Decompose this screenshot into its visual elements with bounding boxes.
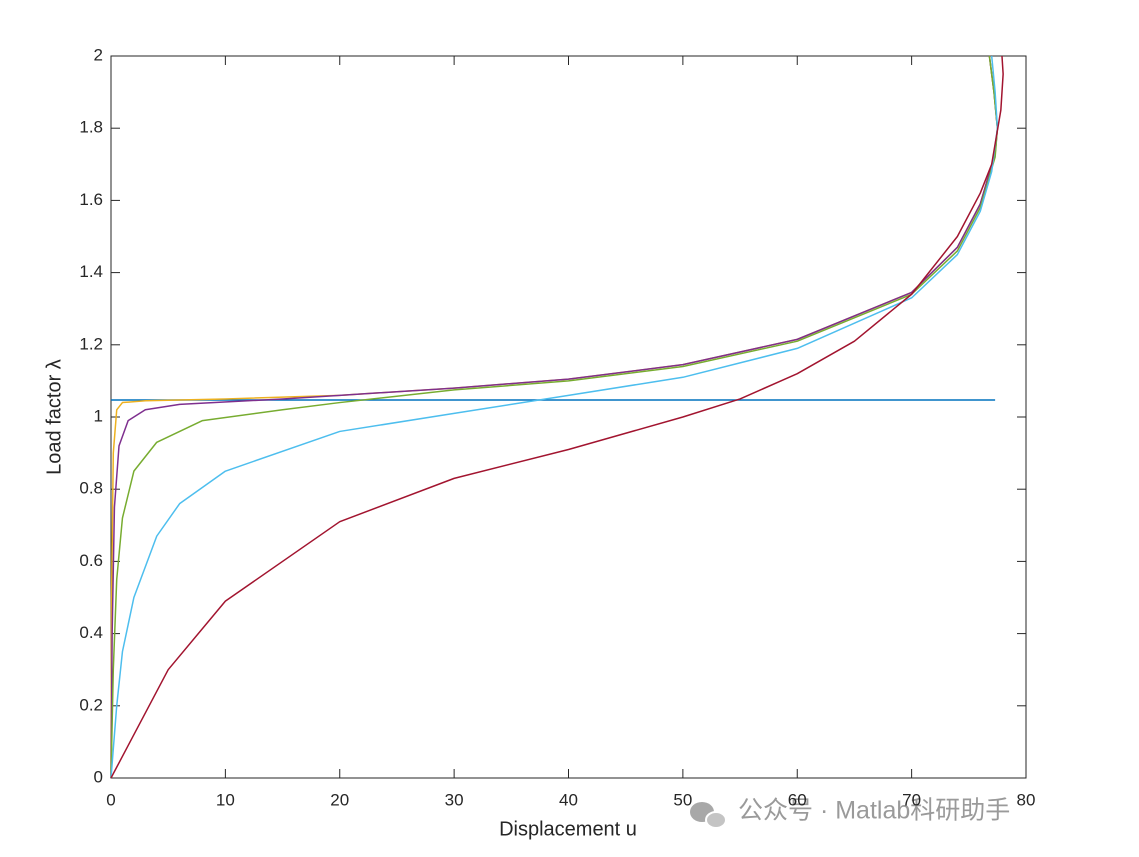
x-tick-label: 40	[559, 790, 578, 809]
x-axis-label: Displacement u	[499, 818, 637, 840]
watermark: 公众号 · Matlab科研助手	[738, 797, 1010, 825]
y-tick-label: 1.2	[79, 334, 103, 353]
x-tick-label: 20	[330, 790, 349, 809]
x-tick-label: 70	[902, 790, 921, 809]
y-tick-label: 0.2	[79, 695, 103, 714]
data-line	[110, 55, 999, 779]
watermark-icon	[690, 802, 727, 829]
y-tick-label: 1.6	[79, 190, 103, 209]
y-tick-label: 2	[94, 45, 103, 64]
y-tick-label: 1.8	[79, 118, 103, 137]
x-tick-label: 10	[216, 790, 235, 809]
x-tick-label: 60	[788, 790, 807, 809]
x-tick-label: 50	[673, 790, 692, 809]
y-tick-label: 0.8	[79, 479, 103, 498]
y-axis-label: Load factor λ	[43, 359, 65, 475]
plot-box	[110, 55, 1027, 779]
x-tick-label: 30	[445, 790, 464, 809]
y-tick-label: 0	[94, 767, 103, 786]
y-tick-label: 0.6	[79, 551, 103, 570]
y-tick-label: 0.4	[79, 623, 103, 642]
y-tick-label: 1.4	[79, 262, 103, 281]
data-line	[110, 55, 1004, 779]
x-tick-label: 0	[106, 790, 115, 809]
y-tick-label: 1	[94, 406, 103, 425]
x-tick-label: 80	[1017, 790, 1036, 809]
